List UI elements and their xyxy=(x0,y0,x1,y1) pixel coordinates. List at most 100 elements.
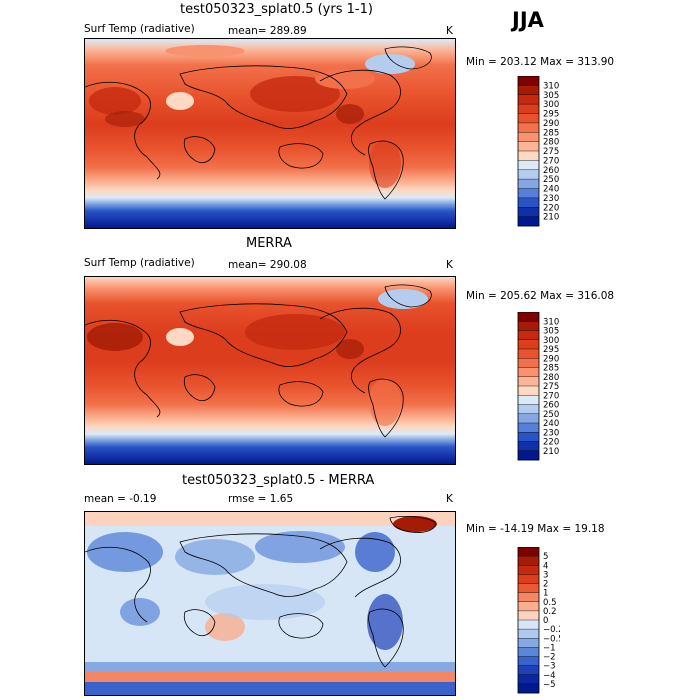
colorbar-swatch xyxy=(518,216,539,227)
temperature-map-graphic xyxy=(84,39,455,228)
units-label: K xyxy=(446,493,453,505)
variable-label: Surf Temp (radiative) xyxy=(84,257,195,269)
colorbar-swatch xyxy=(518,141,539,152)
colorbar-swatch xyxy=(518,151,539,161)
colorbar-swatch xyxy=(518,94,539,105)
colorbar-tick-label: 230 xyxy=(543,194,559,204)
colorbar-swatch xyxy=(518,565,539,575)
colorbar-tick-label: 220 xyxy=(543,203,559,213)
difference-map-graphic xyxy=(84,512,455,695)
units-label: K xyxy=(446,25,453,37)
colorbar-swatch xyxy=(518,583,539,593)
colorbar-swatch xyxy=(518,321,539,331)
colorbar-swatch xyxy=(518,395,539,405)
minmax-label: Min = 205.62 Max = 316.08 xyxy=(466,290,615,302)
colorbar-swatch xyxy=(518,367,539,378)
colorbar-swatch xyxy=(518,592,539,603)
colorbar-tick-label: 310 xyxy=(543,81,559,91)
colorbar-swatch xyxy=(518,404,539,415)
colorbar-swatch xyxy=(518,386,539,396)
colorbar-swatch xyxy=(518,207,539,217)
colorbar-swatch xyxy=(518,76,539,86)
colorbar-swatch xyxy=(518,330,539,341)
colorbar-swatch xyxy=(518,169,539,180)
colorbar-tick-label: 305 xyxy=(543,91,559,101)
colorbar-tick-label: 240 xyxy=(543,419,559,429)
colorbar-swatch xyxy=(518,665,539,676)
colorbar-swatch xyxy=(518,413,539,424)
colorbar-tick-label: 250 xyxy=(543,410,559,420)
season-label: JJA xyxy=(512,8,544,32)
mean-label: mean= 289.89 xyxy=(228,25,307,37)
colorbar-tick-label: 280 xyxy=(543,373,559,383)
minmax-label: Min = 203.12 Max = 313.90 xyxy=(466,56,615,68)
colorbar-tick-label: 0.5 xyxy=(543,598,557,608)
colorbar-tick-label: −1 xyxy=(543,643,556,653)
colorbar-tick-label: 240 xyxy=(543,185,559,195)
colorbar-tick-label: 270 xyxy=(543,156,559,166)
panel-title: MERRA xyxy=(246,236,292,251)
colorbar-tick-label: 295 xyxy=(543,345,559,355)
colorbar-tick-label: 0.2 xyxy=(543,607,557,617)
colorbar-swatch xyxy=(518,197,539,208)
colorbar-swatch xyxy=(518,683,539,694)
colorbar-tick-label: −4 xyxy=(543,671,556,681)
colorbar-tick-label: 305 xyxy=(543,327,559,337)
temperature-map xyxy=(84,276,456,465)
colorbar-tick-labels: 3103053002952902852802752702602502402302… xyxy=(518,81,559,223)
colorbar-tick-label: 210 xyxy=(543,213,559,223)
panel-title: test050323_splat0.5 - MERRA xyxy=(182,473,375,488)
colorbar-swatch xyxy=(518,432,539,442)
colorbar-tick-label: 1 xyxy=(543,589,548,599)
units-label: K xyxy=(446,259,453,271)
colorbar-swatch xyxy=(518,450,539,461)
colorbar-tick-label: −3 xyxy=(543,662,556,672)
colorbar-tick-label: 285 xyxy=(543,364,559,374)
colorbar-tick-label: −2 xyxy=(543,653,556,663)
colorbar-swatch xyxy=(518,349,539,359)
colorbar-tick-label: 5 xyxy=(543,552,548,562)
colorbar-tick-label: 290 xyxy=(543,119,559,129)
colorbar-swatch xyxy=(518,358,539,368)
colorbar-graphic: 3103053002952902852802752702602502402302… xyxy=(517,312,559,461)
colorbar-swatch xyxy=(518,647,539,657)
colorbar-swatch xyxy=(518,312,539,322)
colorbar-swatch xyxy=(518,620,539,630)
colorbar-tick-label: 4 xyxy=(543,561,548,571)
colorbar-tick-label: 295 xyxy=(543,110,559,120)
colorbar-swatch xyxy=(518,113,539,124)
colorbar-swatch xyxy=(518,638,539,648)
colorbar-swatch xyxy=(518,629,539,639)
colorbar-tick-label: 280 xyxy=(543,138,559,148)
colorbar-swatch xyxy=(518,656,539,666)
colorbar-swatch xyxy=(518,423,539,433)
colorbar-tick-label: 275 xyxy=(543,147,559,157)
colorbar-swatch xyxy=(518,122,539,133)
colorbar-swatch xyxy=(518,179,539,189)
colorbar-tick-label: −0.2 xyxy=(543,625,560,635)
difference-map xyxy=(84,511,456,696)
colorbar-swatch xyxy=(518,85,539,96)
rmse-label: rmse = 1.65 xyxy=(228,493,294,505)
colorbar-swatch xyxy=(518,160,539,171)
colorbar-tick-label: 310 xyxy=(543,317,559,327)
colorbar-swatch xyxy=(518,132,539,142)
colorbar-swatch xyxy=(518,547,539,557)
panel-title: test050323_splat0.5 (yrs 1-1) xyxy=(180,2,373,17)
colorbar-tick-label: 285 xyxy=(543,128,559,138)
colorbar-tick-label: 260 xyxy=(543,166,559,176)
colorbar-swatch xyxy=(518,339,539,350)
colorbar-tick-label: 250 xyxy=(543,175,559,185)
colorbar-swatch xyxy=(518,376,539,387)
colorbar-swatches xyxy=(517,547,540,694)
variable-label: Surf Temp (radiative) xyxy=(84,23,195,35)
colorbar-tick-label: 270 xyxy=(543,391,559,401)
colorbar-swatch xyxy=(518,610,539,621)
colorbar-tick-label: 300 xyxy=(543,100,559,110)
mean-label: mean = -0.19 xyxy=(84,493,157,505)
colorbar-swatch xyxy=(518,574,539,584)
colorbar-tick-label: 275 xyxy=(543,382,559,392)
mean-label: mean= 290.08 xyxy=(228,259,307,271)
